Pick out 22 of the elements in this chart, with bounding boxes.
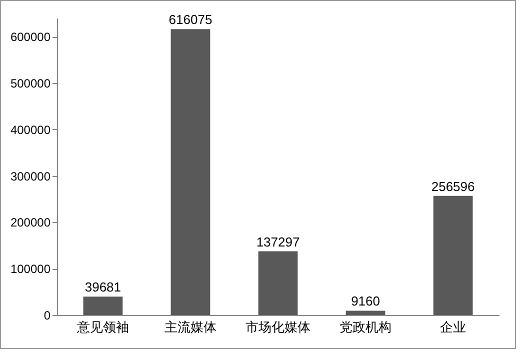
- data-label: 137297: [256, 234, 300, 250]
- x-tick-label: 企业: [440, 320, 466, 336]
- x-tick-label: 市场化媒体: [246, 320, 310, 336]
- data-label: 39681: [84, 280, 122, 295]
- y-tick-label: 400000: [10, 122, 51, 137]
- y-tick-label: 0: [44, 308, 51, 322]
- bar: [346, 310, 386, 315]
- bar: [83, 296, 123, 315]
- bar: [258, 251, 298, 315]
- bar: [433, 196, 473, 315]
- bar: [170, 29, 210, 315]
- x-tick-label: 党政机构: [340, 320, 392, 336]
- y-tick-label: 600000: [10, 30, 51, 44]
- x-tick-label: 主流媒体: [164, 320, 216, 336]
- y-tick-label: 300000: [10, 169, 51, 184]
- y-tick-label: 500000: [10, 76, 51, 90]
- y-tick-label: 200000: [10, 216, 51, 230]
- x-tick-label: 意见领袖: [76, 320, 129, 336]
- data-label: 616075: [168, 12, 212, 28]
- data-label: 256596: [431, 178, 475, 194]
- data-label: 9160: [351, 294, 380, 309]
- y-tick-label: 100000: [10, 262, 51, 276]
